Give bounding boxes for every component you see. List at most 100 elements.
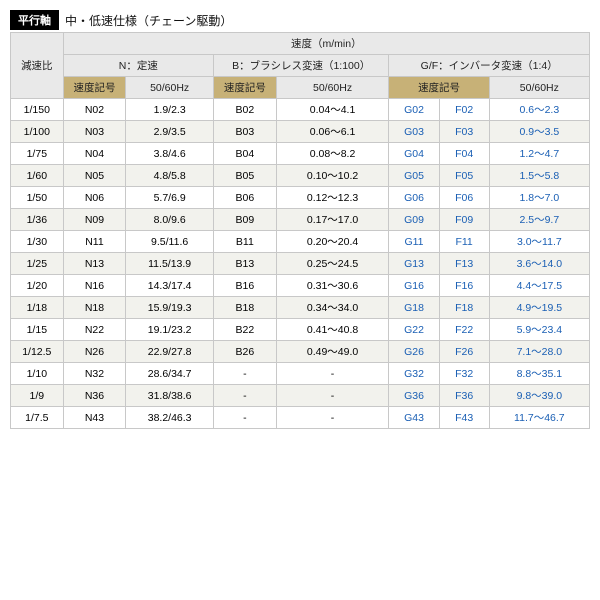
spec-table: 減速比 速度（m/min） N：定速 B：ブラシレス変速（1:100） G/F：… — [10, 32, 590, 429]
cell-g-code: G06 — [389, 187, 439, 209]
table-row: 1/30N119.5/11.6B110.20～20.4G11F113.0～11.… — [11, 231, 590, 253]
cell-b-hz: - — [276, 407, 389, 429]
hdr-gf-group: G/F：インバータ変速（1:4） — [389, 55, 590, 77]
cell-b-hz: - — [276, 385, 389, 407]
cell-b-code: B13 — [214, 253, 277, 275]
cell-f-code: F43 — [439, 407, 489, 429]
cell-b-hz: 0.41～40.8 — [276, 319, 389, 341]
cell-b-code: B11 — [214, 231, 277, 253]
cell-g-code: G43 — [389, 407, 439, 429]
cell-n-hz: 2.9/3.5 — [126, 121, 214, 143]
cell-b-code: B09 — [214, 209, 277, 231]
cell-f-code: F32 — [439, 363, 489, 385]
cell-gf-hz: 2.5～9.7 — [489, 209, 589, 231]
cell-b-hz: 0.17～17.0 — [276, 209, 389, 231]
table-row: 1/60N054.8/5.8B050.10～10.2G05F051.5～5.8 — [11, 165, 590, 187]
cell-ratio: 1/9 — [11, 385, 64, 407]
cell-f-code: F11 — [439, 231, 489, 253]
cell-f-code: F02 — [439, 99, 489, 121]
cell-n-code: N43 — [63, 407, 126, 429]
hdr-b-code: 速度記号 — [214, 77, 277, 99]
cell-b-code: B26 — [214, 341, 277, 363]
cell-b-hz: - — [276, 363, 389, 385]
cell-n-hz: 9.5/11.6 — [126, 231, 214, 253]
hdr-n-code: 速度記号 — [63, 77, 126, 99]
cell-n-hz: 5.7/6.9 — [126, 187, 214, 209]
cell-n-code: N32 — [63, 363, 126, 385]
cell-gf-hz: 3.0～11.7 — [489, 231, 589, 253]
cell-ratio: 1/25 — [11, 253, 64, 275]
cell-gf-hz: 4.4～17.5 — [489, 275, 589, 297]
cell-ratio: 1/18 — [11, 297, 64, 319]
cell-n-hz: 4.8/5.8 — [126, 165, 214, 187]
cell-ratio: 1/75 — [11, 143, 64, 165]
cell-ratio: 1/60 — [11, 165, 64, 187]
cell-n-hz: 14.3/17.4 — [126, 275, 214, 297]
cell-b-code: B04 — [214, 143, 277, 165]
cell-ratio: 1/20 — [11, 275, 64, 297]
cell-f-code: F04 — [439, 143, 489, 165]
cell-n-hz: 3.8/4.6 — [126, 143, 214, 165]
table-body: 1/150N021.9/2.3B020.04～4.1G02F020.6～2.31… — [11, 99, 590, 429]
cell-n-hz: 19.1/23.2 — [126, 319, 214, 341]
cell-b-hz: 0.49～49.0 — [276, 341, 389, 363]
hdr-n-hz: 50/60Hz — [126, 77, 214, 99]
cell-b-hz: 0.06～6.1 — [276, 121, 389, 143]
table-row: 1/36N098.0/9.6B090.17～17.0G09F092.5～9.7 — [11, 209, 590, 231]
cell-n-hz: 28.6/34.7 — [126, 363, 214, 385]
cell-g-code: G04 — [389, 143, 439, 165]
cell-f-code: F18 — [439, 297, 489, 319]
cell-b-code: - — [214, 407, 277, 429]
table-row: 1/9N3631.8/38.6--G36F369.8～39.0 — [11, 385, 590, 407]
cell-b-code: B06 — [214, 187, 277, 209]
cell-ratio: 1/50 — [11, 187, 64, 209]
table-row: 1/20N1614.3/17.4B160.31～30.6G16F164.4～17… — [11, 275, 590, 297]
cell-b-code: B02 — [214, 99, 277, 121]
cell-ratio: 1/150 — [11, 99, 64, 121]
cell-n-hz: 22.9/27.8 — [126, 341, 214, 363]
cell-g-code: G16 — [389, 275, 439, 297]
cell-f-code: F05 — [439, 165, 489, 187]
cell-gf-hz: 7.1～28.0 — [489, 341, 589, 363]
cell-gf-hz: 0.9～3.5 — [489, 121, 589, 143]
cell-n-code: N18 — [63, 297, 126, 319]
hdr-gf-code: 速度記号 — [389, 77, 489, 99]
cell-g-code: G03 — [389, 121, 439, 143]
cell-g-code: G05 — [389, 165, 439, 187]
cell-b-hz: 0.04～4.1 — [276, 99, 389, 121]
cell-ratio: 1/10 — [11, 363, 64, 385]
cell-b-hz: 0.34～34.0 — [276, 297, 389, 319]
cell-f-code: F03 — [439, 121, 489, 143]
cell-ratio: 1/100 — [11, 121, 64, 143]
table-row: 1/25N1311.5/13.9B130.25～24.5G13F133.6～14… — [11, 253, 590, 275]
cell-g-code: G09 — [389, 209, 439, 231]
table-row: 1/150N021.9/2.3B020.04～4.1G02F020.6～2.3 — [11, 99, 590, 121]
cell-ratio: 1/7.5 — [11, 407, 64, 429]
cell-f-code: F09 — [439, 209, 489, 231]
cell-b-hz: 0.25～24.5 — [276, 253, 389, 275]
cell-n-code: N06 — [63, 187, 126, 209]
cell-b-code: B22 — [214, 319, 277, 341]
cell-gf-hz: 8.8～35.1 — [489, 363, 589, 385]
hdr-n-group: N：定速 — [63, 55, 213, 77]
cell-b-code: B03 — [214, 121, 277, 143]
cell-f-code: F16 — [439, 275, 489, 297]
cell-gf-hz: 1.2～4.7 — [489, 143, 589, 165]
cell-b-code: - — [214, 385, 277, 407]
cell-b-code: B16 — [214, 275, 277, 297]
cell-g-code: G22 — [389, 319, 439, 341]
cell-g-code: G32 — [389, 363, 439, 385]
cell-gf-hz: 4.9～19.5 — [489, 297, 589, 319]
table-row: 1/7.5N4338.2/46.3--G43F4311.7～46.7 — [11, 407, 590, 429]
cell-n-hz: 11.5/13.9 — [126, 253, 214, 275]
cell-n-code: N36 — [63, 385, 126, 407]
cell-gf-hz: 11.7～46.7 — [489, 407, 589, 429]
cell-n-code: N04 — [63, 143, 126, 165]
cell-n-code: N05 — [63, 165, 126, 187]
cell-f-code: F26 — [439, 341, 489, 363]
cell-n-code: N13 — [63, 253, 126, 275]
cell-ratio: 1/36 — [11, 209, 64, 231]
cell-b-hz: 0.12～12.3 — [276, 187, 389, 209]
cell-n-hz: 15.9/19.3 — [126, 297, 214, 319]
title-tag: 平行軸 — [10, 10, 59, 30]
